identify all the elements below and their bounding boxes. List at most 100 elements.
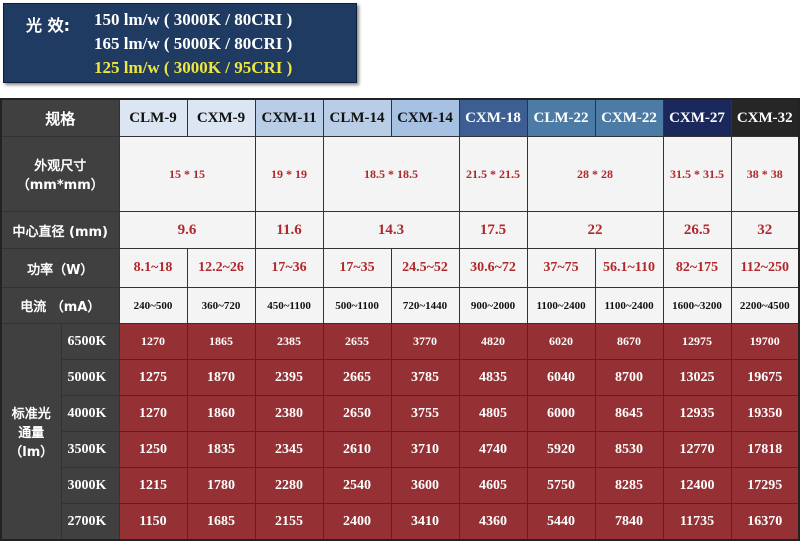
model-header: CLM-22 — [526, 98, 596, 137]
diameter-value: 9.6 — [118, 211, 256, 249]
cct-label: 3000K — [60, 467, 120, 504]
flux-value: 17818 — [730, 431, 800, 468]
flux-value: 12400 — [662, 467, 732, 504]
flux-value: 19700 — [730, 323, 800, 360]
model-header: CLM-9 — [118, 98, 188, 137]
flux-value: 2610 — [322, 431, 392, 468]
flux-value: 5750 — [526, 467, 596, 504]
power-label: 功率（W） — [0, 248, 120, 288]
current-value: 450~1100 — [254, 287, 324, 324]
current-value: 2200~4500 — [730, 287, 800, 324]
cct-label: 4000K — [60, 395, 120, 432]
efficacy-line: 125 lm/w ( 3000K / 95CRI ) — [94, 58, 293, 77]
current-value: 720~1440 — [390, 287, 460, 324]
size-value: 31.5 * 31.5 — [662, 136, 732, 212]
current-value: 500~1100 — [322, 287, 392, 324]
size-value: 15 * 15 — [118, 136, 256, 212]
flux-value: 4820 — [458, 323, 528, 360]
cct-label: 3500K — [60, 431, 120, 468]
power-value: 56.1~110 — [594, 248, 664, 288]
cct-label: 6500K — [60, 323, 120, 360]
flux-row: 3000K 1215 1780 2280 2540 3600 4605 5750 8285 124… — [1, 467, 800, 504]
flux-value: 4835 — [458, 359, 528, 396]
flux-value: 1270 — [118, 395, 188, 432]
current-value: 240~500 — [118, 287, 188, 324]
current-value: 1100~2400 — [594, 287, 664, 324]
flux-value: 12770 — [662, 431, 732, 468]
flux-value: 17295 — [730, 467, 800, 504]
size-value: 28 * 28 — [526, 136, 664, 212]
efficacy-box: 光 效: 150 lm/w ( 3000K / 80CRI ) 165 lm/w… — [3, 3, 357, 83]
flux-value: 19675 — [730, 359, 800, 396]
diameter-value: 17.5 — [458, 211, 528, 249]
flux-value: 4805 — [458, 395, 528, 432]
power-value: 82~175 — [662, 248, 732, 288]
flux-value: 2385 — [254, 323, 324, 360]
flux-value: 3710 — [390, 431, 460, 468]
model-header: CLM-14 — [322, 98, 392, 137]
power-value: 37~75 — [526, 248, 596, 288]
current-value: 900~2000 — [458, 287, 528, 324]
model-header: CXM-11 — [254, 98, 324, 137]
flux-row: 4000K 1270 1860 2380 2650 3755 4805 6000 8645 129… — [1, 395, 800, 432]
model-header: CXM-14 — [390, 98, 460, 137]
flux-value: 2280 — [254, 467, 324, 504]
size-value: 19 * 19 — [254, 136, 324, 212]
current-value: 1600~3200 — [662, 287, 732, 324]
efficacy-line: 165 lm/w ( 5000K / 80CRI ) — [94, 34, 293, 53]
flux-value: 3755 — [390, 395, 460, 432]
power-value: 12.2~26 — [186, 248, 256, 288]
model-header: CXM-32 — [730, 98, 800, 137]
flux-row: 3500K 1250 1835 2345 2610 3710 4740 5920 8530 127… — [1, 431, 800, 468]
flux-value: 1780 — [186, 467, 256, 504]
flux-value: 1150 — [118, 503, 188, 541]
flux-row: 5000K 1275 1870 2395 2665 3785 4835 6040 8700 130… — [1, 359, 800, 396]
size-value: 38 * 38 — [730, 136, 800, 212]
flux-value: 1870 — [186, 359, 256, 396]
flux-value: 8700 — [594, 359, 664, 396]
flux-value: 12935 — [662, 395, 732, 432]
flux-value: 2665 — [322, 359, 392, 396]
flux-value: 13025 — [662, 359, 732, 396]
power-value: 24.5~52 — [390, 248, 460, 288]
flux-label: 标准光通量（lm） — [0, 323, 62, 541]
flux-value: 4360 — [458, 503, 528, 541]
flux-value: 3600 — [390, 467, 460, 504]
power-value: 8.1~18 — [118, 248, 188, 288]
model-header: CXM-9 — [186, 98, 256, 137]
flux-value: 1865 — [186, 323, 256, 360]
flux-value: 4740 — [458, 431, 528, 468]
flux-value: 8670 — [594, 323, 664, 360]
flux-value: 5920 — [526, 431, 596, 468]
flux-value: 1215 — [118, 467, 188, 504]
efficacy-title: 光 效: — [26, 16, 70, 35]
current-label: 电流 （mA） — [0, 287, 120, 324]
flux-value: 3410 — [390, 503, 460, 541]
diameter-value: 26.5 — [662, 211, 732, 249]
flux-value: 16370 — [730, 503, 800, 541]
flux-value: 5440 — [526, 503, 596, 541]
flux-value: 12975 — [662, 323, 732, 360]
model-header: CXM-18 — [458, 98, 528, 137]
flux-value: 7840 — [594, 503, 664, 541]
flux-value: 6000 — [526, 395, 596, 432]
efficacy-line: 150 lm/w ( 3000K / 80CRI ) — [94, 10, 293, 29]
flux-value: 3785 — [390, 359, 460, 396]
diameter-value: 11.6 — [254, 211, 324, 249]
power-value: 30.6~72 — [458, 248, 528, 288]
flux-value: 1275 — [118, 359, 188, 396]
flux-value: 2540 — [322, 467, 392, 504]
diameter-value: 32 — [730, 211, 800, 249]
current-value: 1100~2400 — [526, 287, 596, 324]
flux-value: 11735 — [662, 503, 732, 541]
diameter-value: 22 — [526, 211, 664, 249]
flux-value: 2655 — [322, 323, 392, 360]
flux-value: 19350 — [730, 395, 800, 432]
flux-value: 2155 — [254, 503, 324, 541]
size-label: 外观尺寸（mm*mm） — [0, 136, 120, 212]
flux-value: 1270 — [118, 323, 188, 360]
model-header: CXM-22 — [594, 98, 664, 137]
spec-table: 规格 CLM-9 CXM-9 CXM-11 CLM-14 CXM-14 CXM-18 CLM… — [0, 98, 800, 541]
flux-value: 1685 — [186, 503, 256, 541]
diameter-label: 中心直径 (mm) — [0, 211, 120, 249]
